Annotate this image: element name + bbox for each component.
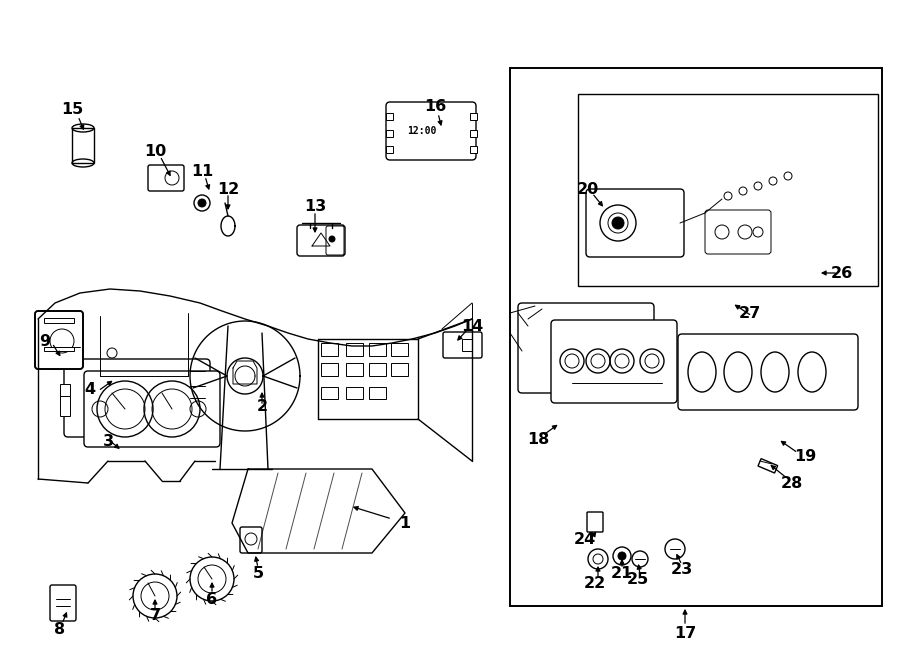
Bar [44, 347, 74, 351]
Bar [369, 343, 386, 356]
Circle shape [612, 217, 624, 229]
FancyBboxPatch shape [240, 527, 262, 553]
Text: 6: 6 [206, 592, 218, 607]
Bar [578, 94, 878, 286]
Text: 26: 26 [831, 266, 853, 280]
Text: 8: 8 [54, 621, 66, 637]
Bar [510, 68, 882, 606]
Text: 14: 14 [461, 319, 483, 334]
FancyBboxPatch shape [148, 165, 184, 191]
FancyBboxPatch shape [297, 225, 345, 256]
FancyBboxPatch shape [35, 311, 83, 369]
FancyBboxPatch shape [443, 332, 482, 358]
Text: 18: 18 [526, 432, 549, 446]
Bar [386, 130, 393, 137]
Bar [346, 363, 363, 376]
Text: 7: 7 [149, 609, 160, 623]
FancyBboxPatch shape [50, 585, 76, 621]
Text: 12:00: 12:00 [408, 126, 436, 136]
Bar [391, 343, 408, 356]
FancyBboxPatch shape [551, 320, 677, 403]
FancyBboxPatch shape [705, 210, 771, 254]
Text: 13: 13 [304, 198, 326, 214]
Text: 23: 23 [670, 561, 693, 576]
Bar [50, 347, 80, 369]
Bar [321, 343, 338, 356]
Bar [321, 387, 338, 399]
Bar [44, 318, 74, 323]
FancyBboxPatch shape [326, 226, 344, 255]
Text: 21: 21 [611, 566, 633, 580]
Circle shape [198, 199, 206, 207]
Bar [470, 146, 477, 153]
Bar [60, 396, 70, 416]
Text: 5: 5 [252, 566, 264, 580]
FancyBboxPatch shape [64, 359, 210, 437]
Bar [60, 384, 70, 396]
Bar [462, 339, 472, 351]
Text: 4: 4 [85, 381, 95, 397]
Text: 28: 28 [781, 475, 803, 490]
Text: 16: 16 [424, 98, 446, 114]
Text: 24: 24 [574, 531, 596, 547]
FancyBboxPatch shape [678, 334, 858, 410]
Text: 11: 11 [191, 163, 213, 178]
Bar [391, 363, 408, 376]
Bar [321, 363, 338, 376]
Bar [386, 146, 393, 153]
Text: 19: 19 [794, 449, 816, 463]
Circle shape [618, 552, 626, 560]
Bar [346, 387, 363, 399]
Text: 15: 15 [61, 102, 83, 116]
Text: 2: 2 [256, 399, 267, 414]
FancyBboxPatch shape [587, 512, 603, 532]
Text: 25: 25 [627, 572, 649, 586]
Bar [470, 113, 477, 120]
Bar [386, 113, 393, 120]
Bar [72, 128, 94, 163]
Text: 10: 10 [144, 143, 166, 159]
Text: 17: 17 [674, 625, 696, 641]
Text: 20: 20 [577, 182, 599, 196]
Bar [369, 363, 386, 376]
Bar [369, 387, 386, 399]
Text: 3: 3 [103, 434, 113, 449]
FancyBboxPatch shape [586, 189, 684, 257]
Bar [758, 459, 778, 473]
FancyBboxPatch shape [84, 371, 220, 447]
Text: 12: 12 [217, 182, 239, 196]
FancyBboxPatch shape [518, 303, 654, 393]
FancyBboxPatch shape [386, 102, 476, 160]
Circle shape [329, 236, 335, 242]
Bar [470, 130, 477, 137]
Bar [346, 343, 363, 356]
Text: 27: 27 [739, 305, 761, 321]
Text: 1: 1 [400, 516, 410, 531]
Text: 9: 9 [40, 334, 50, 348]
Text: 22: 22 [584, 576, 606, 590]
